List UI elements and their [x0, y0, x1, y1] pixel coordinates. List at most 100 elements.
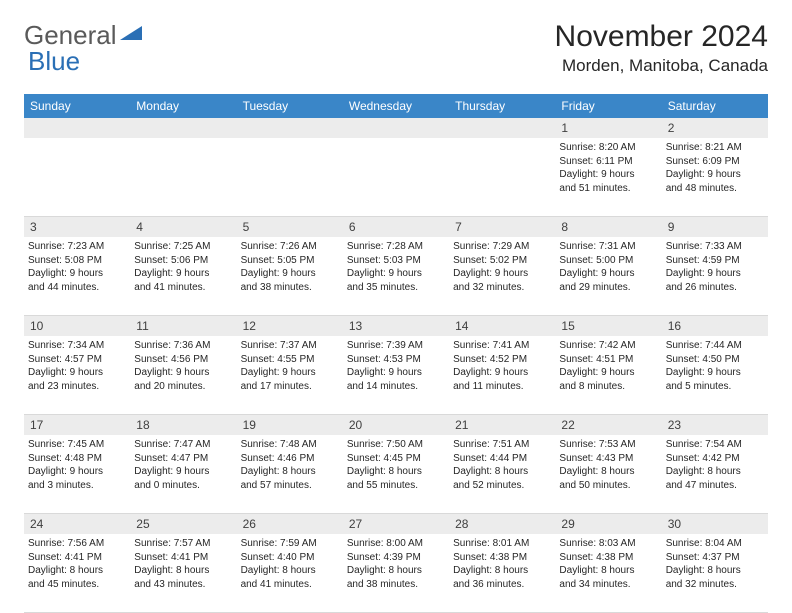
- sunrise-text: Sunrise: 7:57 AM: [134, 537, 232, 551]
- sunrise-text: Sunrise: 7:59 AM: [241, 537, 339, 551]
- day-number: 22: [555, 415, 661, 435]
- sunset-text: Sunset: 4:43 PM: [559, 452, 657, 466]
- day-number: 18: [130, 415, 236, 435]
- sunset-text: Sunset: 6:11 PM: [559, 155, 657, 169]
- day-cell: Sunrise: 7:47 AMSunset: 4:47 PMDaylight:…: [130, 435, 236, 513]
- day1-text: Daylight: 8 hours: [453, 465, 551, 479]
- sunrise-text: Sunrise: 7:33 AM: [666, 240, 764, 254]
- day-number: [237, 118, 343, 138]
- sunrise-text: Sunrise: 7:51 AM: [453, 438, 551, 452]
- day-number: 26: [237, 514, 343, 534]
- day1-text: Daylight: 9 hours: [28, 366, 126, 380]
- day-cell: Sunrise: 7:36 AMSunset: 4:56 PMDaylight:…: [130, 336, 236, 414]
- day-cell: Sunrise: 8:20 AMSunset: 6:11 PMDaylight:…: [555, 138, 661, 216]
- daynum-row: 10111213141516: [24, 316, 768, 336]
- day-number: 28: [449, 514, 555, 534]
- day-cell: Sunrise: 7:48 AMSunset: 4:46 PMDaylight:…: [237, 435, 343, 513]
- day1-text: Daylight: 8 hours: [453, 564, 551, 578]
- day-number: 20: [343, 415, 449, 435]
- day1-text: Daylight: 9 hours: [134, 267, 232, 281]
- day1-text: Daylight: 8 hours: [241, 465, 339, 479]
- title-block: November 2024 Morden, Manitoba, Canada: [555, 20, 768, 76]
- day2-text: and 51 minutes.: [559, 182, 657, 196]
- sunset-text: Sunset: 4:51 PM: [559, 353, 657, 367]
- week-row: Sunrise: 7:45 AMSunset: 4:48 PMDaylight:…: [24, 435, 768, 514]
- day-number: [24, 118, 130, 138]
- sunset-text: Sunset: 4:50 PM: [666, 353, 764, 367]
- day-number: 6: [343, 217, 449, 237]
- day1-text: Daylight: 9 hours: [559, 168, 657, 182]
- day-cell: [130, 138, 236, 216]
- day-number: 19: [237, 415, 343, 435]
- week-row: Sunrise: 7:23 AMSunset: 5:08 PMDaylight:…: [24, 237, 768, 316]
- sunset-text: Sunset: 4:46 PM: [241, 452, 339, 466]
- day-number: 2: [662, 118, 768, 138]
- day2-text: and 0 minutes.: [134, 479, 232, 493]
- day1-text: Daylight: 9 hours: [241, 366, 339, 380]
- day-cell: Sunrise: 7:53 AMSunset: 4:43 PMDaylight:…: [555, 435, 661, 513]
- day-number: 1: [555, 118, 661, 138]
- logo-triangle-icon: [120, 24, 142, 47]
- sunrise-text: Sunrise: 7:29 AM: [453, 240, 551, 254]
- sunrise-text: Sunrise: 8:04 AM: [666, 537, 764, 551]
- day-header: Friday: [555, 94, 661, 118]
- day2-text: and 5 minutes.: [666, 380, 764, 394]
- day2-text: and 36 minutes.: [453, 578, 551, 592]
- day-number: 9: [662, 217, 768, 237]
- day-cell: [237, 138, 343, 216]
- day-number: 21: [449, 415, 555, 435]
- day2-text: and 26 minutes.: [666, 281, 764, 295]
- sunset-text: Sunset: 4:47 PM: [134, 452, 232, 466]
- sunset-text: Sunset: 5:05 PM: [241, 254, 339, 268]
- day1-text: Daylight: 9 hours: [134, 465, 232, 479]
- calendar: Sunday Monday Tuesday Wednesday Thursday…: [24, 94, 768, 613]
- day-number: 16: [662, 316, 768, 336]
- day1-text: Daylight: 8 hours: [559, 465, 657, 479]
- blank-row: 12: [24, 118, 768, 138]
- day-cell: Sunrise: 8:00 AMSunset: 4:39 PMDaylight:…: [343, 534, 449, 612]
- day1-text: Daylight: 9 hours: [453, 267, 551, 281]
- day2-text: and 20 minutes.: [134, 380, 232, 394]
- day2-text: and 47 minutes.: [666, 479, 764, 493]
- day-number: 15: [555, 316, 661, 336]
- day-cell: Sunrise: 7:23 AMSunset: 5:08 PMDaylight:…: [24, 237, 130, 315]
- day2-text: and 52 minutes.: [453, 479, 551, 493]
- sunrise-text: Sunrise: 7:45 AM: [28, 438, 126, 452]
- day-cell: Sunrise: 7:41 AMSunset: 4:52 PMDaylight:…: [449, 336, 555, 414]
- day-cell: Sunrise: 7:33 AMSunset: 4:59 PMDaylight:…: [662, 237, 768, 315]
- day-number: 25: [130, 514, 236, 534]
- sunrise-text: Sunrise: 8:00 AM: [347, 537, 445, 551]
- sunset-text: Sunset: 4:41 PM: [134, 551, 232, 565]
- sunrise-text: Sunrise: 8:01 AM: [453, 537, 551, 551]
- sunrise-text: Sunrise: 8:21 AM: [666, 141, 764, 155]
- day-number: 29: [555, 514, 661, 534]
- sunrise-text: Sunrise: 7:28 AM: [347, 240, 445, 254]
- day1-text: Daylight: 8 hours: [347, 564, 445, 578]
- day1-text: Daylight: 9 hours: [134, 366, 232, 380]
- day-header: Saturday: [662, 94, 768, 118]
- day-cell: Sunrise: 7:57 AMSunset: 4:41 PMDaylight:…: [130, 534, 236, 612]
- sunrise-text: Sunrise: 7:34 AM: [28, 339, 126, 353]
- sunset-text: Sunset: 4:44 PM: [453, 452, 551, 466]
- sunrise-text: Sunrise: 7:48 AM: [241, 438, 339, 452]
- day-cell: Sunrise: 7:42 AMSunset: 4:51 PMDaylight:…: [555, 336, 661, 414]
- day-header: Wednesday: [343, 94, 449, 118]
- day2-text: and 38 minutes.: [347, 578, 445, 592]
- sunset-text: Sunset: 5:03 PM: [347, 254, 445, 268]
- day1-text: Daylight: 8 hours: [666, 465, 764, 479]
- day2-text: and 17 minutes.: [241, 380, 339, 394]
- day-cell: Sunrise: 7:54 AMSunset: 4:42 PMDaylight:…: [662, 435, 768, 513]
- sunrise-text: Sunrise: 8:20 AM: [559, 141, 657, 155]
- day-number: [343, 118, 449, 138]
- day1-text: Daylight: 9 hours: [347, 366, 445, 380]
- day-cell: Sunrise: 8:03 AMSunset: 4:38 PMDaylight:…: [555, 534, 661, 612]
- day-header: Sunday: [24, 94, 130, 118]
- sunset-text: Sunset: 5:08 PM: [28, 254, 126, 268]
- sunset-text: Sunset: 4:59 PM: [666, 254, 764, 268]
- day-number: 5: [237, 217, 343, 237]
- sunrise-text: Sunrise: 7:54 AM: [666, 438, 764, 452]
- day2-text: and 23 minutes.: [28, 380, 126, 394]
- day-number: 3: [24, 217, 130, 237]
- day-header: Tuesday: [237, 94, 343, 118]
- sunrise-text: Sunrise: 7:47 AM: [134, 438, 232, 452]
